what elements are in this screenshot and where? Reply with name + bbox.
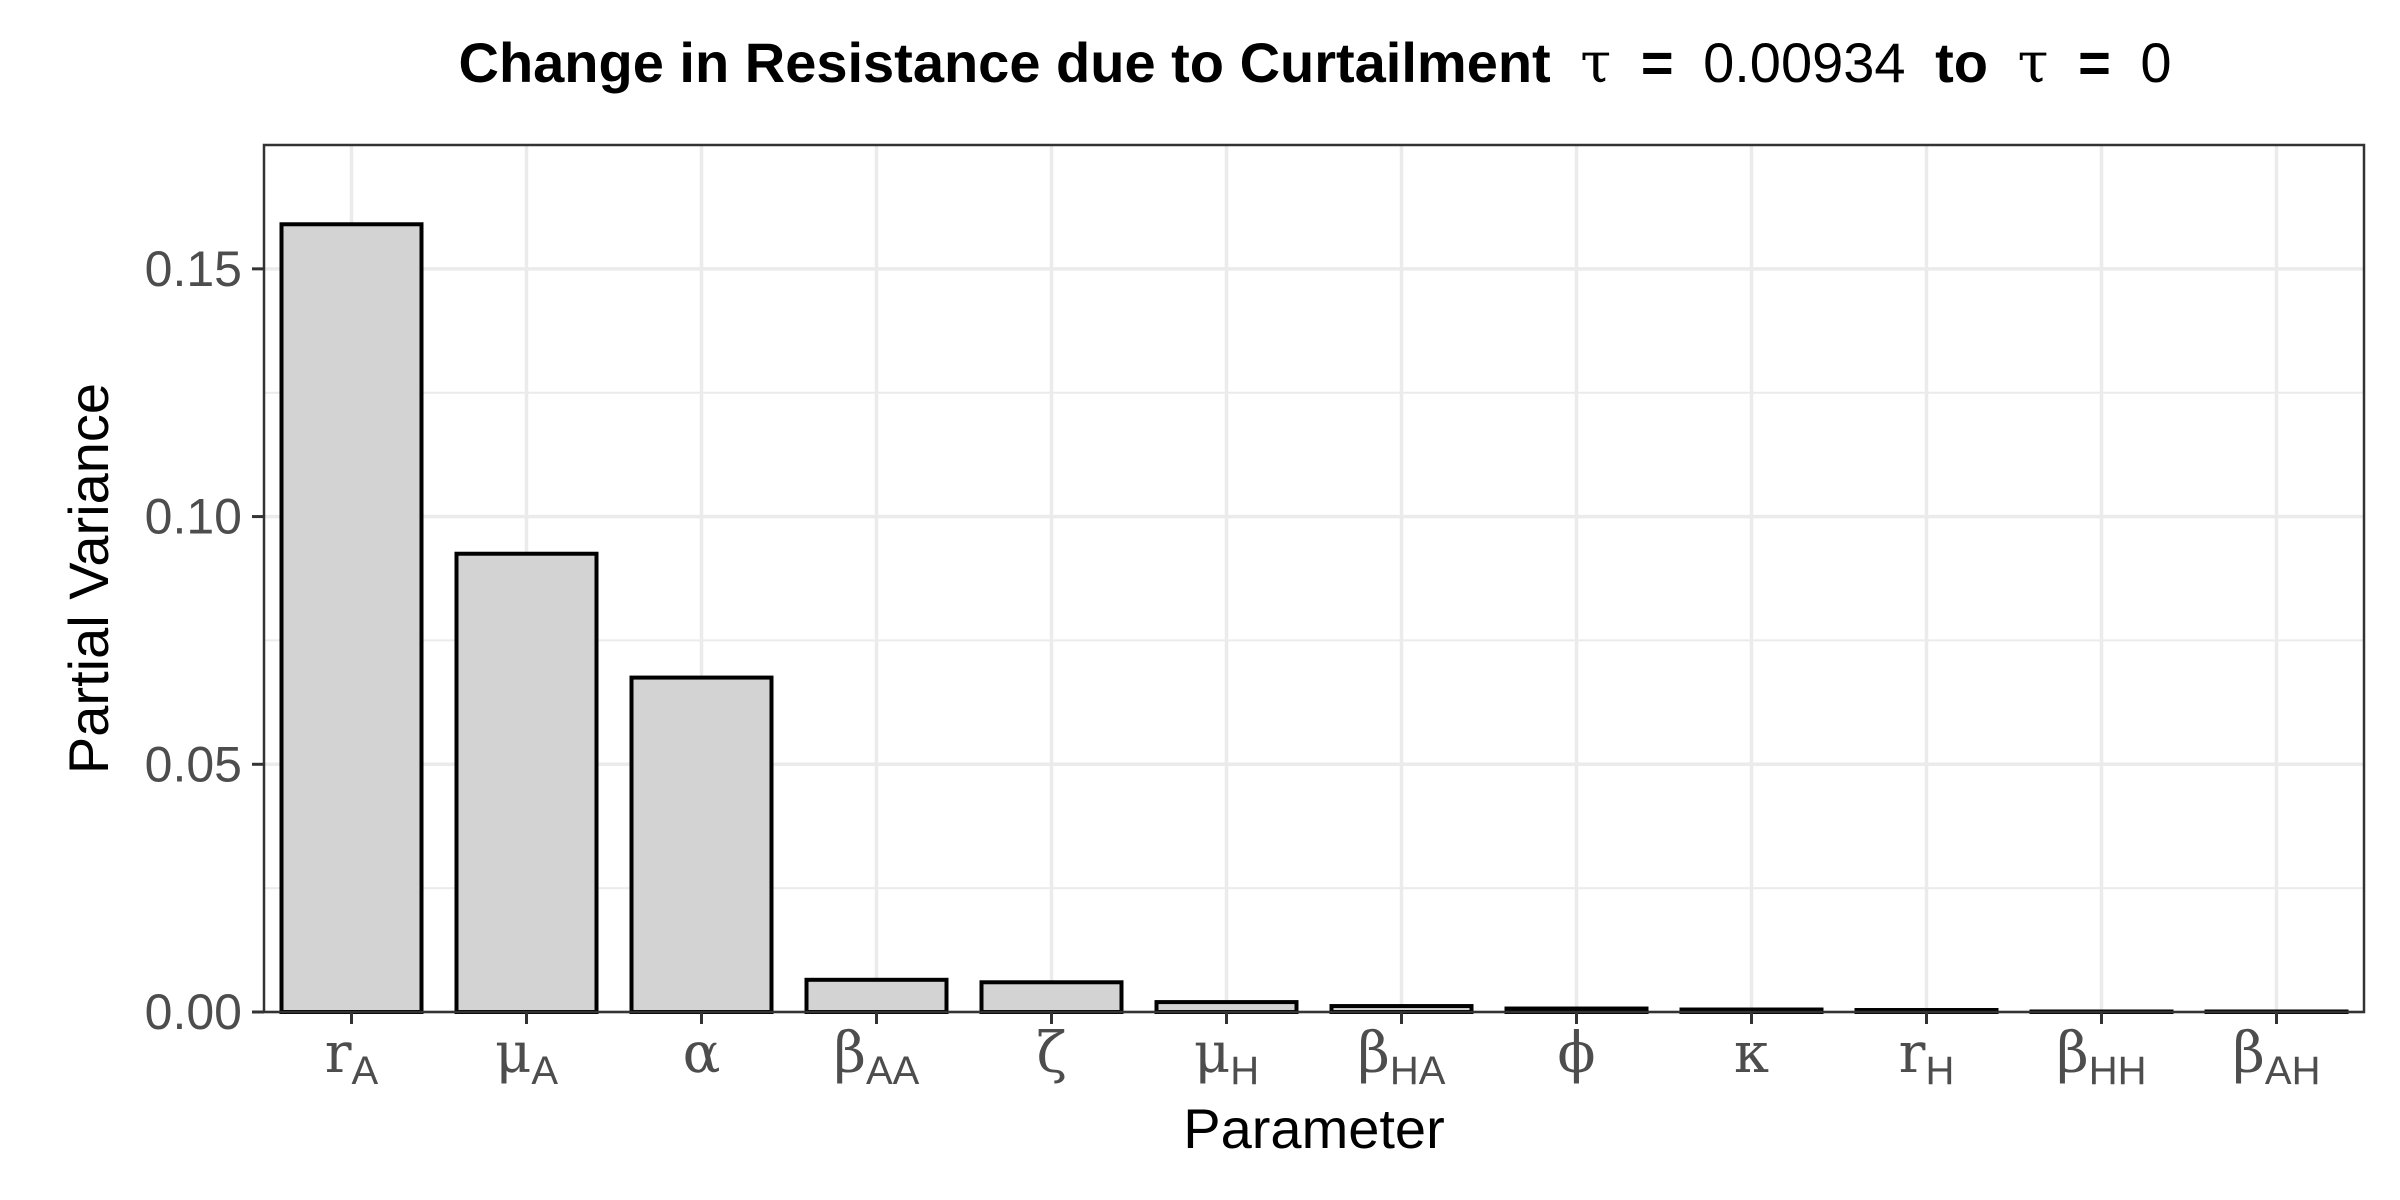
x-tick-label: βAH <box>2233 1021 2321 1093</box>
x-tick-label: ζ <box>1036 1021 1066 1086</box>
x-tick-label-symbol: β <box>1358 1021 1390 1086</box>
chart-title: Change in Resistance due to Curtailment … <box>459 31 2172 96</box>
title-prefix: Change in Resistance due to Curtailment <box>459 31 1551 94</box>
x-tick-label: κ <box>1734 1021 1769 1086</box>
x-tick-label: α <box>683 1021 721 1086</box>
bar <box>629 675 774 1014</box>
x-tick-label-symbol: μ <box>1194 1021 1230 1086</box>
y-axis-title: Partial Variance <box>57 383 120 774</box>
bar <box>279 222 424 1015</box>
x-tick-label-symbol: ζ <box>1036 1021 1066 1086</box>
x-tick-label-subscript: H <box>1925 1049 1954 1093</box>
y-tick-label: 0.00 <box>145 984 242 1040</box>
x-tick-label: βAA <box>834 1021 920 1093</box>
x-tick-label: rA <box>325 1021 379 1093</box>
x-tick-label: ϕ <box>1557 1021 1595 1086</box>
title-tau-symbol-1: τ <box>1580 31 1611 96</box>
x-tick-label: μH <box>1194 1021 1259 1093</box>
x-tick-label-symbol: β <box>2233 1021 2265 1086</box>
x-tick-label-subscript: A <box>352 1049 379 1093</box>
bar <box>979 980 1124 1015</box>
x-tick-label-symbol: α <box>683 1021 721 1086</box>
x-tick-label-subscript: HH <box>2089 1049 2147 1093</box>
x-tick-label-subscript: H <box>1230 1049 1259 1093</box>
bar <box>454 551 599 1014</box>
bars <box>279 222 2349 1015</box>
title-equals-1: = <box>1641 31 1674 94</box>
x-tick-label-symbol: ϕ <box>1557 1021 1595 1086</box>
y-tick-label: 0.05 <box>145 736 242 792</box>
bar <box>1154 1000 1299 1015</box>
title-to-value: 0 <box>2140 31 2171 94</box>
x-axis-title: Parameter <box>1183 1097 1444 1160</box>
plot-border <box>262 143 2366 1014</box>
x-tick-label-symbol: r <box>325 1021 352 1086</box>
x-tick-label-symbol: β <box>834 1021 866 1086</box>
x-tick-label: rH <box>1899 1021 1955 1093</box>
x-tick-label: μA <box>495 1021 558 1093</box>
plot-panel <box>264 145 2364 1012</box>
x-tick-label-symbol: μ <box>495 1021 531 1086</box>
y-tick-label: 0.15 <box>145 241 242 297</box>
x-tick-label-subscript: A <box>531 1049 558 1093</box>
bar <box>804 977 949 1014</box>
x-tick-label-subscript: AH <box>2265 1049 2321 1093</box>
title-to-word: to <box>1935 31 1988 94</box>
y-tick-label: 0.10 <box>145 489 242 545</box>
x-tick-label-symbol: r <box>1899 1021 1926 1086</box>
x-tick-label-symbol: β <box>2056 1021 2088 1086</box>
x-tick-label-subscript: AA <box>866 1049 920 1093</box>
x-tick-label-subscript: HA <box>1390 1049 1446 1093</box>
x-tick-label: βHA <box>1358 1021 1446 1093</box>
title-equals-2: = <box>2078 31 2111 94</box>
x-tick-label-symbol: κ <box>1734 1021 1769 1086</box>
x-tick-label: βHH <box>2056 1021 2146 1093</box>
title-from-value: 0.00934 <box>1703 31 1905 94</box>
title-tau-symbol-2: τ <box>2018 31 2049 96</box>
